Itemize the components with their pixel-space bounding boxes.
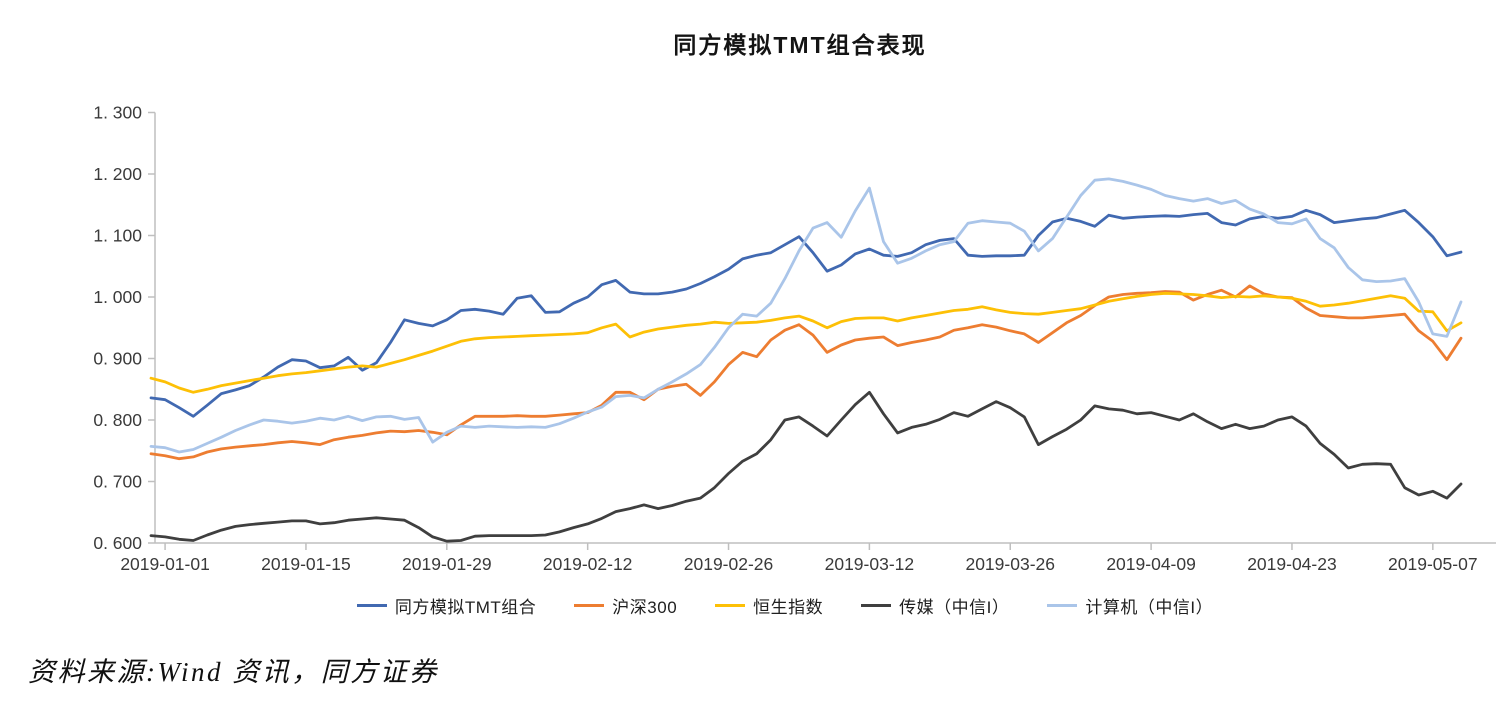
x-axis-tick-label: 2019-01-01 [120,554,210,574]
x-axis-tick-label: 2019-04-09 [1106,554,1196,574]
legend-item: 同方模拟TMT组合 [356,593,537,618]
series-line [149,284,1463,461]
x-axis-tick-label: 2019-01-15 [261,554,351,574]
y-axis-tick-label: 1. 000 [93,287,142,307]
y-axis-tick-label: 0. 700 [93,472,142,492]
chart-legend: 同方模拟TMT组合 沪深300 恒生指数 传媒（中信I） 计算机（中信I） [0,593,1510,618]
legend-label: 传媒（中信I） [899,598,1010,617]
legend-label: 计算机（中信I） [1085,598,1214,617]
series-line [149,291,1463,394]
x-axis-tick-label: 2019-01-29 [402,554,492,574]
x-axis-tick-label: 2019-04-23 [1247,554,1337,574]
legend-line-swatch [715,603,746,608]
y-axis-tick-label: 0. 900 [93,349,142,369]
x-axis-tick-label: 2019-02-12 [543,554,633,574]
x-axis-tick-label: 2019-02-26 [684,554,774,574]
x-axis-tick-label: 2019-03-12 [825,554,915,574]
legend-item: 恒生指数 [715,593,823,618]
x-axis-tick-label: 2019-03-26 [965,554,1055,574]
performance-line-chart: 0. 600 0. 700 0. 800 0. 900 1. 000 1. 100 1. 2… [93,103,1496,574]
legend-item: 沪深300 [574,593,677,618]
series-line [149,177,1463,454]
y-axis-tick-label: 1. 300 [93,103,142,123]
source-note: 资料来源:Wind 资讯，同方证券 [28,657,439,687]
legend-label: 恒生指数 [753,598,824,617]
legend-line-swatch [1047,603,1078,608]
x-axis-tick-label: 2019-05-07 [1388,554,1478,574]
legend-line-swatch [861,603,892,608]
legend-line-swatch [356,603,387,608]
legend-item: 传媒（中信I） [861,593,1009,618]
series-line [149,390,1463,543]
legend-item: 计算机（中信I） [1047,593,1213,618]
y-axis-tick-label: 0. 600 [93,533,142,553]
y-axis-tick-label: 1. 200 [93,164,142,184]
legend-label: 沪深300 [612,598,678,617]
y-axis-tick-label: 1. 100 [93,226,142,246]
chart-title: 同方模拟TMT组合表现 [673,32,927,58]
legend-label: 同方模拟TMT组合 [394,598,537,617]
y-axis-tick-label: 0. 800 [93,410,142,430]
legend-line-swatch [574,603,605,608]
